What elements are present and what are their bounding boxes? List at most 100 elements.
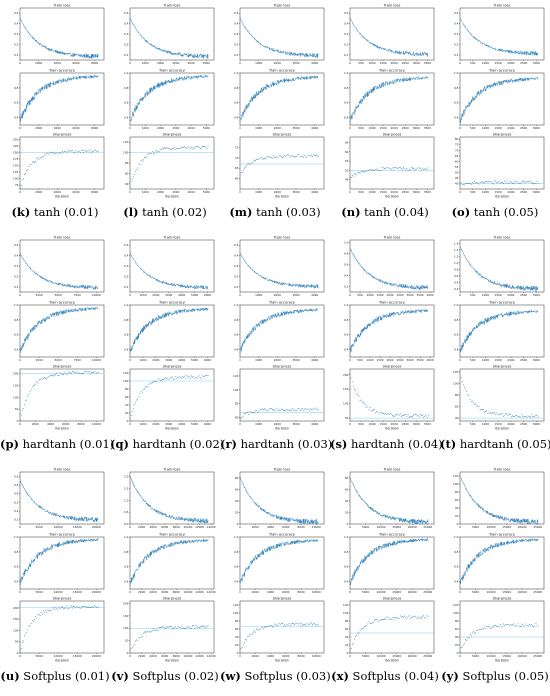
sharpness-o-frame [459, 136, 545, 190]
accuracy-n-ytick-label: 1.0 [344, 71, 349, 75]
sharpness-t-point [489, 412, 491, 414]
sharpness-k-frame [19, 136, 105, 190]
sharpness-u-point [69, 606, 71, 608]
accuracy-v-ytick-label: 1.0 [124, 535, 129, 539]
sharpness-l-point [151, 151, 153, 152]
sharpness-p-point [35, 383, 37, 385]
sharpness-o-ytick-label: 65 [455, 154, 459, 158]
loss-y-ytick-label: 80 [455, 490, 459, 494]
sharpness-k-point [25, 173, 27, 174]
sharpness-p-point [39, 379, 41, 380]
sharpness-q-point [135, 401, 137, 403]
accuracy-u-series [19, 538, 99, 586]
loss-s-ytick-label: 0.6 [344, 263, 349, 267]
sharpness-s-point [376, 411, 378, 413]
sharpness-r-point [245, 413, 247, 415]
accuracy-r-xtick-label: 0 [239, 358, 241, 362]
sharpness-t-ytick-label: 120 [453, 370, 459, 374]
sharpness-o-point [528, 181, 530, 183]
sharpness-t-point [522, 415, 523, 417]
accuracy-m-series [239, 75, 319, 123]
sharpness-t-point [477, 405, 479, 407]
sharpness-x-xtick-label: 15000 [392, 654, 401, 658]
caption-learning-rate: (0.04) [394, 205, 429, 219]
sharpness-w-point [245, 639, 247, 640]
sharpness-o-point [470, 183, 472, 185]
sharpness-y-point [460, 646, 462, 648]
sharpness-m-point [274, 156, 276, 158]
sharpness-y-ytick-label: 120 [453, 603, 459, 607]
sharpness-n-point [351, 175, 353, 176]
sharpness-x-point [372, 621, 374, 623]
sharpness-k-ytick-label: 175 [13, 157, 19, 161]
sharpness-t-point [465, 388, 467, 390]
loss-o-series [459, 17, 539, 56]
sharpness-n-xtick-label: 3500 [424, 190, 431, 194]
loss-v-xtick-label: 12000 [195, 525, 204, 529]
sharpness-q-point [168, 378, 170, 380]
accuracy-p-xtick-label: 5000 [55, 358, 62, 362]
sharpness-t-ytick-label: 80 [455, 393, 459, 397]
sharpness-l-point [189, 148, 191, 150]
sharpness-y-point [508, 624, 510, 626]
sharpness-u-point [34, 619, 35, 621]
accuracy-u-title: Train accuracy [48, 533, 76, 537]
sharpness-y-point [461, 646, 463, 648]
sharpness-x-point [370, 623, 372, 625]
sharpness-m-point [256, 158, 258, 160]
sharpness-m-point [310, 154, 312, 156]
sharpness-k-point [42, 156, 44, 158]
sharpness-v-point [206, 625, 208, 627]
sharpness-v-point [170, 625, 172, 627]
loss-n-xtick-label: 1500 [380, 61, 387, 65]
sharpness-n-point [383, 167, 384, 169]
sharpness-s-point [378, 413, 380, 415]
sharpness-l-point [180, 146, 182, 148]
sharpness-s-point [394, 415, 396, 417]
sharpness-t-point [479, 409, 481, 411]
sharpness-s-point [362, 401, 364, 403]
accuracy-r-ytick-label: 0.6 [234, 333, 239, 337]
sharpness-u-title: Sharpness [53, 597, 72, 601]
sharpness-n-ytick-label: 50 [345, 168, 349, 172]
sharpness-u-point [39, 614, 41, 616]
sharpness-n-point [378, 169, 380, 171]
loss-t-xtick-label: 2000 [507, 293, 514, 297]
sharpness-n-point [404, 167, 406, 169]
loss-p-xtick-label: 5000 [55, 293, 62, 297]
loss-m-ytick-label: 0.4 [234, 22, 239, 26]
sharpness-n-point [391, 167, 393, 169]
sharpness-r-point [300, 408, 302, 410]
sharpness-m-point [261, 158, 263, 160]
loss-m-xtick-label: 1000 [255, 61, 262, 65]
loss-y-xtick-label: 0 [459, 525, 461, 529]
sharpness-l-point [150, 152, 152, 154]
sharpness-u-point [58, 606, 60, 608]
sharpness-k-point [47, 152, 49, 154]
loss-s-xtick-label: 2000 [386, 293, 393, 297]
sharpness-x-point [362, 627, 364, 629]
sharpness-s-point [410, 416, 412, 418]
sharpness-v-point [186, 625, 188, 627]
sharpness-r-xtick-label: 1000 [255, 422, 262, 426]
sharpness-y-point [505, 624, 507, 626]
caption-learning-rate: (0.01) [63, 205, 99, 219]
accuracy-t-xtick-label: 2500 [520, 358, 527, 362]
sharpness-w-point [287, 624, 289, 626]
accuracy-q-frame [129, 304, 215, 358]
sharpness-l-ytick-label: 60 [125, 171, 129, 175]
loss-x-frame [349, 471, 435, 525]
sharpness-t-point [476, 405, 478, 407]
sharpness-r-point [248, 413, 250, 415]
sharpness-w-ytick-label: 60 [235, 627, 239, 631]
sharpness-k-point [66, 152, 68, 154]
sharpness-u-point [83, 606, 85, 608]
loss-n-ytick-label: 0.5 [344, 11, 349, 15]
sharpness-q-point [138, 396, 140, 398]
sharpness-l-point [185, 147, 187, 149]
accuracy-o-frame [459, 72, 545, 126]
sharpness-o-point [515, 181, 517, 182]
